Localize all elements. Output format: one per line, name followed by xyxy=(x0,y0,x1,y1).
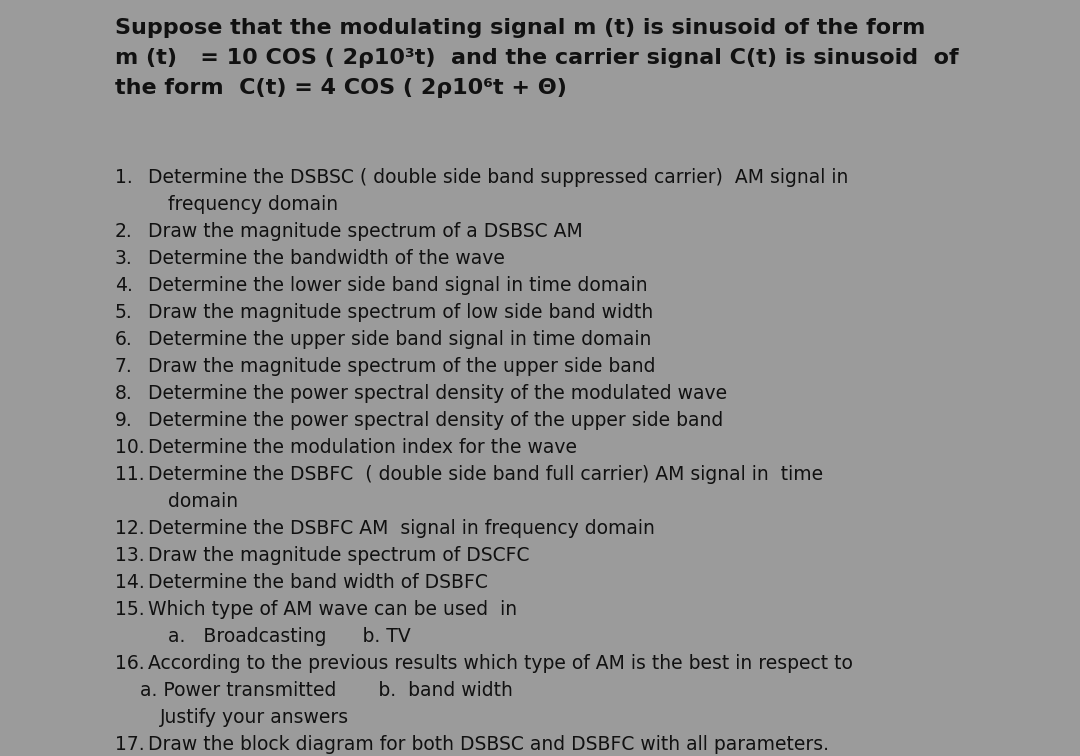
Text: Determine the bandwidth of the wave: Determine the bandwidth of the wave xyxy=(148,249,504,268)
Text: a.   Broadcasting      b. TV: a. Broadcasting b. TV xyxy=(168,627,410,646)
Text: Draw the block diagram for both DSBSC and DSBFC with all parameters.: Draw the block diagram for both DSBSC an… xyxy=(148,735,829,754)
Text: Determine the power spectral density of the modulated wave: Determine the power spectral density of … xyxy=(148,384,727,403)
Text: 13.: 13. xyxy=(114,546,145,565)
Text: a. Power transmitted       b.  band width: a. Power transmitted b. band width xyxy=(140,681,513,700)
Text: 17.: 17. xyxy=(114,735,145,754)
Text: Which type of AM wave can be used  in: Which type of AM wave can be used in xyxy=(148,600,517,619)
Text: Determine the DSBFC  ( double side band full carrier) AM signal in  time: Determine the DSBFC ( double side band f… xyxy=(148,465,823,484)
Text: Determine the band width of DSBFC: Determine the band width of DSBFC xyxy=(148,573,488,592)
Text: domain: domain xyxy=(168,492,238,511)
Text: 5.: 5. xyxy=(114,303,133,322)
Text: m (t)   = 10 COS ( 2ρ10³t)  and the carrier signal C(t) is sinusoid  of: m (t) = 10 COS ( 2ρ10³t) and the carrier… xyxy=(114,48,959,68)
Text: 14.: 14. xyxy=(114,573,145,592)
Text: Determine the modulation index for the wave: Determine the modulation index for the w… xyxy=(148,438,577,457)
Text: Determine the DSBSC ( double side band suppressed carrier)  AM signal in: Determine the DSBSC ( double side band s… xyxy=(148,168,849,187)
Text: 12.: 12. xyxy=(114,519,145,538)
Text: 10.: 10. xyxy=(114,438,145,457)
Text: the form  C(t) = 4 COS ( 2ρ10⁶t + Θ): the form C(t) = 4 COS ( 2ρ10⁶t + Θ) xyxy=(114,78,567,98)
Text: 8.: 8. xyxy=(114,384,133,403)
Text: Determine the power spectral density of the upper side band: Determine the power spectral density of … xyxy=(148,411,724,430)
Text: Determine the upper side band signal in time domain: Determine the upper side band signal in … xyxy=(148,330,651,349)
Text: Draw the magnitude spectrum of the upper side band: Draw the magnitude spectrum of the upper… xyxy=(148,357,656,376)
Text: 1.: 1. xyxy=(114,168,133,187)
Text: Draw the magnitude spectrum of DSCFC: Draw the magnitude spectrum of DSCFC xyxy=(148,546,529,565)
Text: According to the previous results which type of AM is the best in respect to: According to the previous results which … xyxy=(148,654,853,673)
Text: 4.: 4. xyxy=(114,276,133,295)
Text: 11.: 11. xyxy=(114,465,145,484)
Text: 3.: 3. xyxy=(114,249,133,268)
Text: 7.: 7. xyxy=(114,357,133,376)
Text: 9.: 9. xyxy=(114,411,133,430)
Text: 15.: 15. xyxy=(114,600,145,619)
Text: Determine the lower side band signal in time domain: Determine the lower side band signal in … xyxy=(148,276,648,295)
Text: Draw the magnitude spectrum of a DSBSC AM: Draw the magnitude spectrum of a DSBSC A… xyxy=(148,222,583,241)
Text: 16.: 16. xyxy=(114,654,145,673)
Text: 2.: 2. xyxy=(114,222,133,241)
Text: Determine the DSBFC AM  signal in frequency domain: Determine the DSBFC AM signal in frequen… xyxy=(148,519,654,538)
Text: Suppose that the modulating signal m (t) is sinusoid of the form: Suppose that the modulating signal m (t)… xyxy=(114,18,926,38)
Text: Draw the magnitude spectrum of low side band width: Draw the magnitude spectrum of low side … xyxy=(148,303,653,322)
Text: frequency domain: frequency domain xyxy=(168,195,338,214)
Text: Justify your answers: Justify your answers xyxy=(160,708,349,727)
Text: 6.: 6. xyxy=(114,330,133,349)
